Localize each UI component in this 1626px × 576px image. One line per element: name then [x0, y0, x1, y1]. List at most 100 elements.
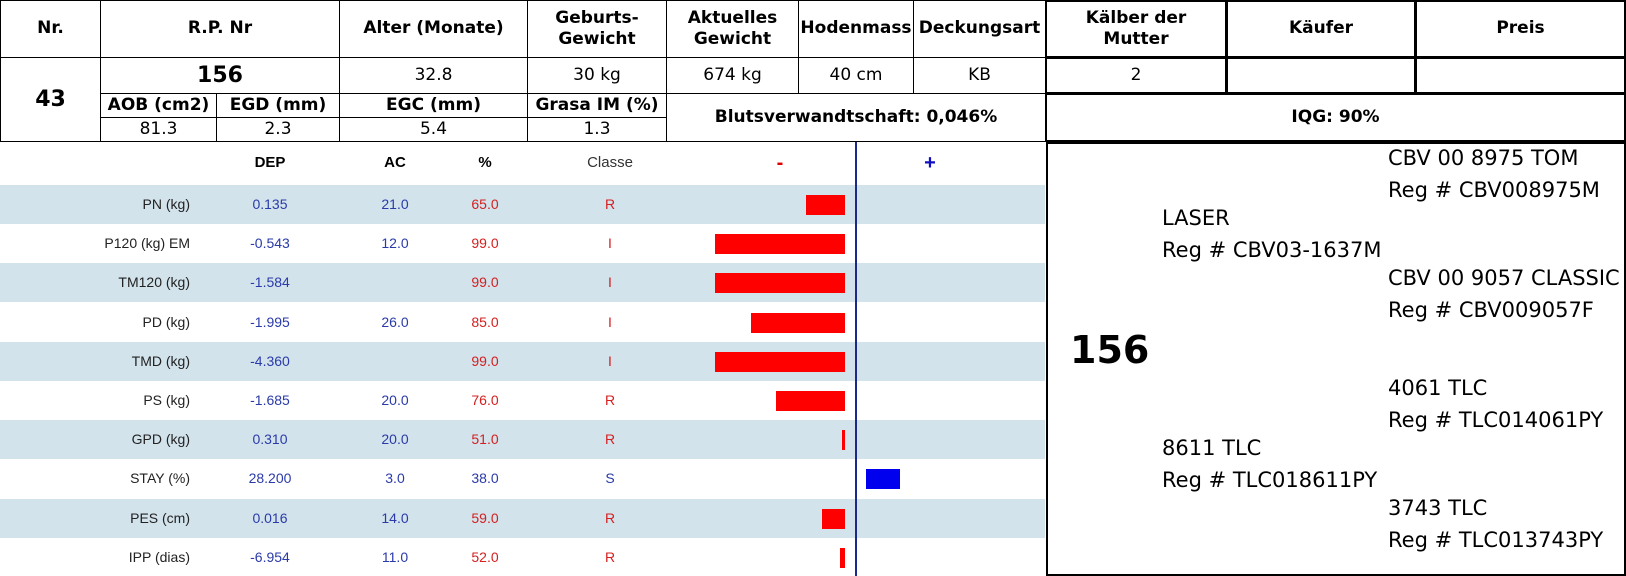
- epd-dep-value: -1.995: [250, 313, 290, 330]
- epd-negative-bar: [821, 508, 845, 529]
- epd-dep-value: -4.360: [250, 352, 290, 369]
- kaelber-header: Kälber der Mutter: [1045, 0, 1227, 58]
- blutsverwandtschaft: Blutsverwandtschaft: 0,046%: [666, 93, 1046, 142]
- epd-trait-label: P120 (kg) EM: [104, 235, 190, 252]
- epd-classe-value: R: [604, 431, 616, 448]
- epd-pct-value: 52.0: [471, 548, 499, 565]
- minus-header: -: [776, 152, 784, 174]
- pedigree-panel: CBV 00 8975 TOM Reg # CBV008975M LASER R…: [1046, 142, 1626, 576]
- epd-classe-value: I: [608, 235, 612, 252]
- epd-row: PES (cm) 0.016 14.0 59.0 R: [0, 498, 1045, 538]
- epd-row: STAY (%) 28.200 3.0 38.0 S: [0, 459, 1045, 498]
- aktuelles-label-line2: Gewicht: [693, 29, 772, 49]
- epd-dep-value: 0.310: [252, 431, 288, 448]
- alter-header: Alter (Monate): [339, 0, 528, 58]
- sire-reg: Reg # CBV03-1637M: [1162, 238, 1382, 262]
- hodenmass-value: 40 cm: [798, 57, 914, 94]
- epd-classe-value: I: [608, 274, 612, 291]
- pedigree-animal-id: 156: [1070, 328, 1150, 372]
- epd-row: PS (kg) -1.685 20.0 76.0 R: [0, 381, 1045, 420]
- kaelber-label-line1: Kälber der: [1085, 7, 1187, 28]
- egd-value: 2.3: [216, 117, 340, 142]
- deckungsart-header: Deckungsart: [913, 0, 1046, 58]
- dam-sire-name: 4061 TLC: [1388, 376, 1488, 400]
- aktuelles-gewicht-header: Aktuelles Gewicht: [666, 0, 799, 58]
- epd-ac-value: 14.0: [381, 509, 409, 526]
- hodenmass-header: Hodenmass: [798, 0, 914, 58]
- nr-header: Nr.: [0, 0, 101, 58]
- sire-sire-name: CBV 00 8975 TOM: [1388, 146, 1579, 170]
- epd-negative-bar: [776, 391, 845, 411]
- epd-trait-label: PES (cm): [130, 509, 190, 526]
- rp-number: 156: [100, 57, 340, 94]
- aob-label: AOB (cm2): [100, 93, 217, 118]
- epd-ac-value: 26.0: [381, 313, 409, 330]
- epd-negative-bar: [715, 273, 845, 294]
- aktuelles-label-line1: Aktuelles: [687, 7, 778, 28]
- epd-classe-value: I: [608, 313, 612, 330]
- epd-classe-value: R: [604, 509, 616, 526]
- epd-classe-value: R: [604, 196, 616, 212]
- epd-trait-label: PN (kg): [142, 196, 190, 212]
- classe-header: Classe: [587, 154, 633, 171]
- epd-ac-value: [345, 263, 445, 302]
- epd-trait-label: TM120 (kg): [118, 274, 190, 291]
- epd-pct-value: 38.0: [471, 470, 499, 487]
- epd-negative-bar: [839, 547, 845, 568]
- pct-header: %: [478, 154, 492, 171]
- epd-dep-value: 0.135: [252, 196, 288, 212]
- iqg-value: IQG: 90%: [1045, 93, 1626, 142]
- grasa-label: Grasa IM (%): [527, 93, 667, 118]
- sire-name: LASER: [1162, 206, 1230, 230]
- epd-pct-value: 51.0: [471, 431, 499, 448]
- dam-dam-name: 3743 TLC: [1388, 496, 1488, 520]
- epd-dep-value: 0.016: [252, 509, 288, 526]
- epd-ac-value: 3.0: [385, 470, 405, 487]
- epd-negative-bar: [842, 430, 845, 451]
- preis-value[interactable]: [1415, 57, 1626, 94]
- dam-sire-reg: Reg # TLC014061PY: [1388, 408, 1604, 432]
- epd-trait-label: GPD (kg): [131, 431, 190, 448]
- epd-row: PD (kg) -1.995 26.0 85.0 I: [0, 303, 1045, 342]
- epd-trait-label: PS (kg): [143, 392, 190, 408]
- epd-dep-value: -6.954: [250, 548, 290, 565]
- geburtsgewicht-header: Geburts- Gewicht: [527, 0, 667, 58]
- kaeufer-value[interactable]: [1226, 57, 1416, 94]
- kaeufer-header: Käufer: [1226, 0, 1416, 58]
- epd-classe-value: S: [605, 470, 615, 487]
- epd-trait-label: STAY (%): [130, 470, 190, 487]
- preis-header: Preis: [1415, 0, 1626, 58]
- epd-negative-bar: [806, 195, 845, 215]
- dam-reg: Reg # TLC018611PY: [1162, 468, 1378, 492]
- animal-number: 43: [0, 57, 101, 142]
- epd-pct-value: 59.0: [471, 509, 499, 526]
- epd-pct-value: 99.0: [471, 352, 499, 369]
- kaelber-value: 2: [1045, 57, 1227, 94]
- epd-pct-value: 65.0: [471, 196, 499, 212]
- egd-label: EGD (mm): [216, 93, 340, 118]
- epd-dep-value: -0.543: [250, 235, 290, 252]
- epd-trait-label: PD (kg): [142, 313, 190, 330]
- epd-trait-label: TMD (kg): [131, 352, 190, 369]
- egc-value: 5.4: [339, 117, 528, 142]
- aktuelles-gewicht-value: 674 kg: [666, 57, 799, 94]
- sire-dam-name: CBV 00 9057 CLASSIC: [1388, 266, 1620, 290]
- epd-pct-value: 76.0: [471, 392, 499, 408]
- epd-chart-axis: [855, 142, 857, 576]
- epd-ac-value: 21.0: [381, 196, 409, 212]
- geburtsgewicht-value: 30 kg: [527, 57, 667, 94]
- epd-positive-bar: [866, 469, 900, 490]
- ac-header: AC: [384, 154, 406, 171]
- epd-classe-value: R: [604, 548, 616, 565]
- epd-negative-bar: [751, 312, 845, 333]
- epd-pct-value: 85.0: [471, 313, 499, 330]
- epd-row: IPP (dias) -6.954 11.0 52.0 R: [0, 538, 1045, 576]
- alter-value: 32.8: [339, 57, 528, 94]
- epd-ac-value: 20.0: [381, 431, 409, 448]
- deckungsart-value: KB: [913, 57, 1046, 94]
- epd-ac-value: [345, 342, 445, 381]
- epd-row: TM120 (kg) -1.584 99.0 I: [0, 263, 1045, 303]
- epd-dep-value: -1.584: [250, 274, 290, 291]
- epd-negative-bar: [715, 351, 845, 372]
- egc-label: EGC (mm): [339, 93, 528, 118]
